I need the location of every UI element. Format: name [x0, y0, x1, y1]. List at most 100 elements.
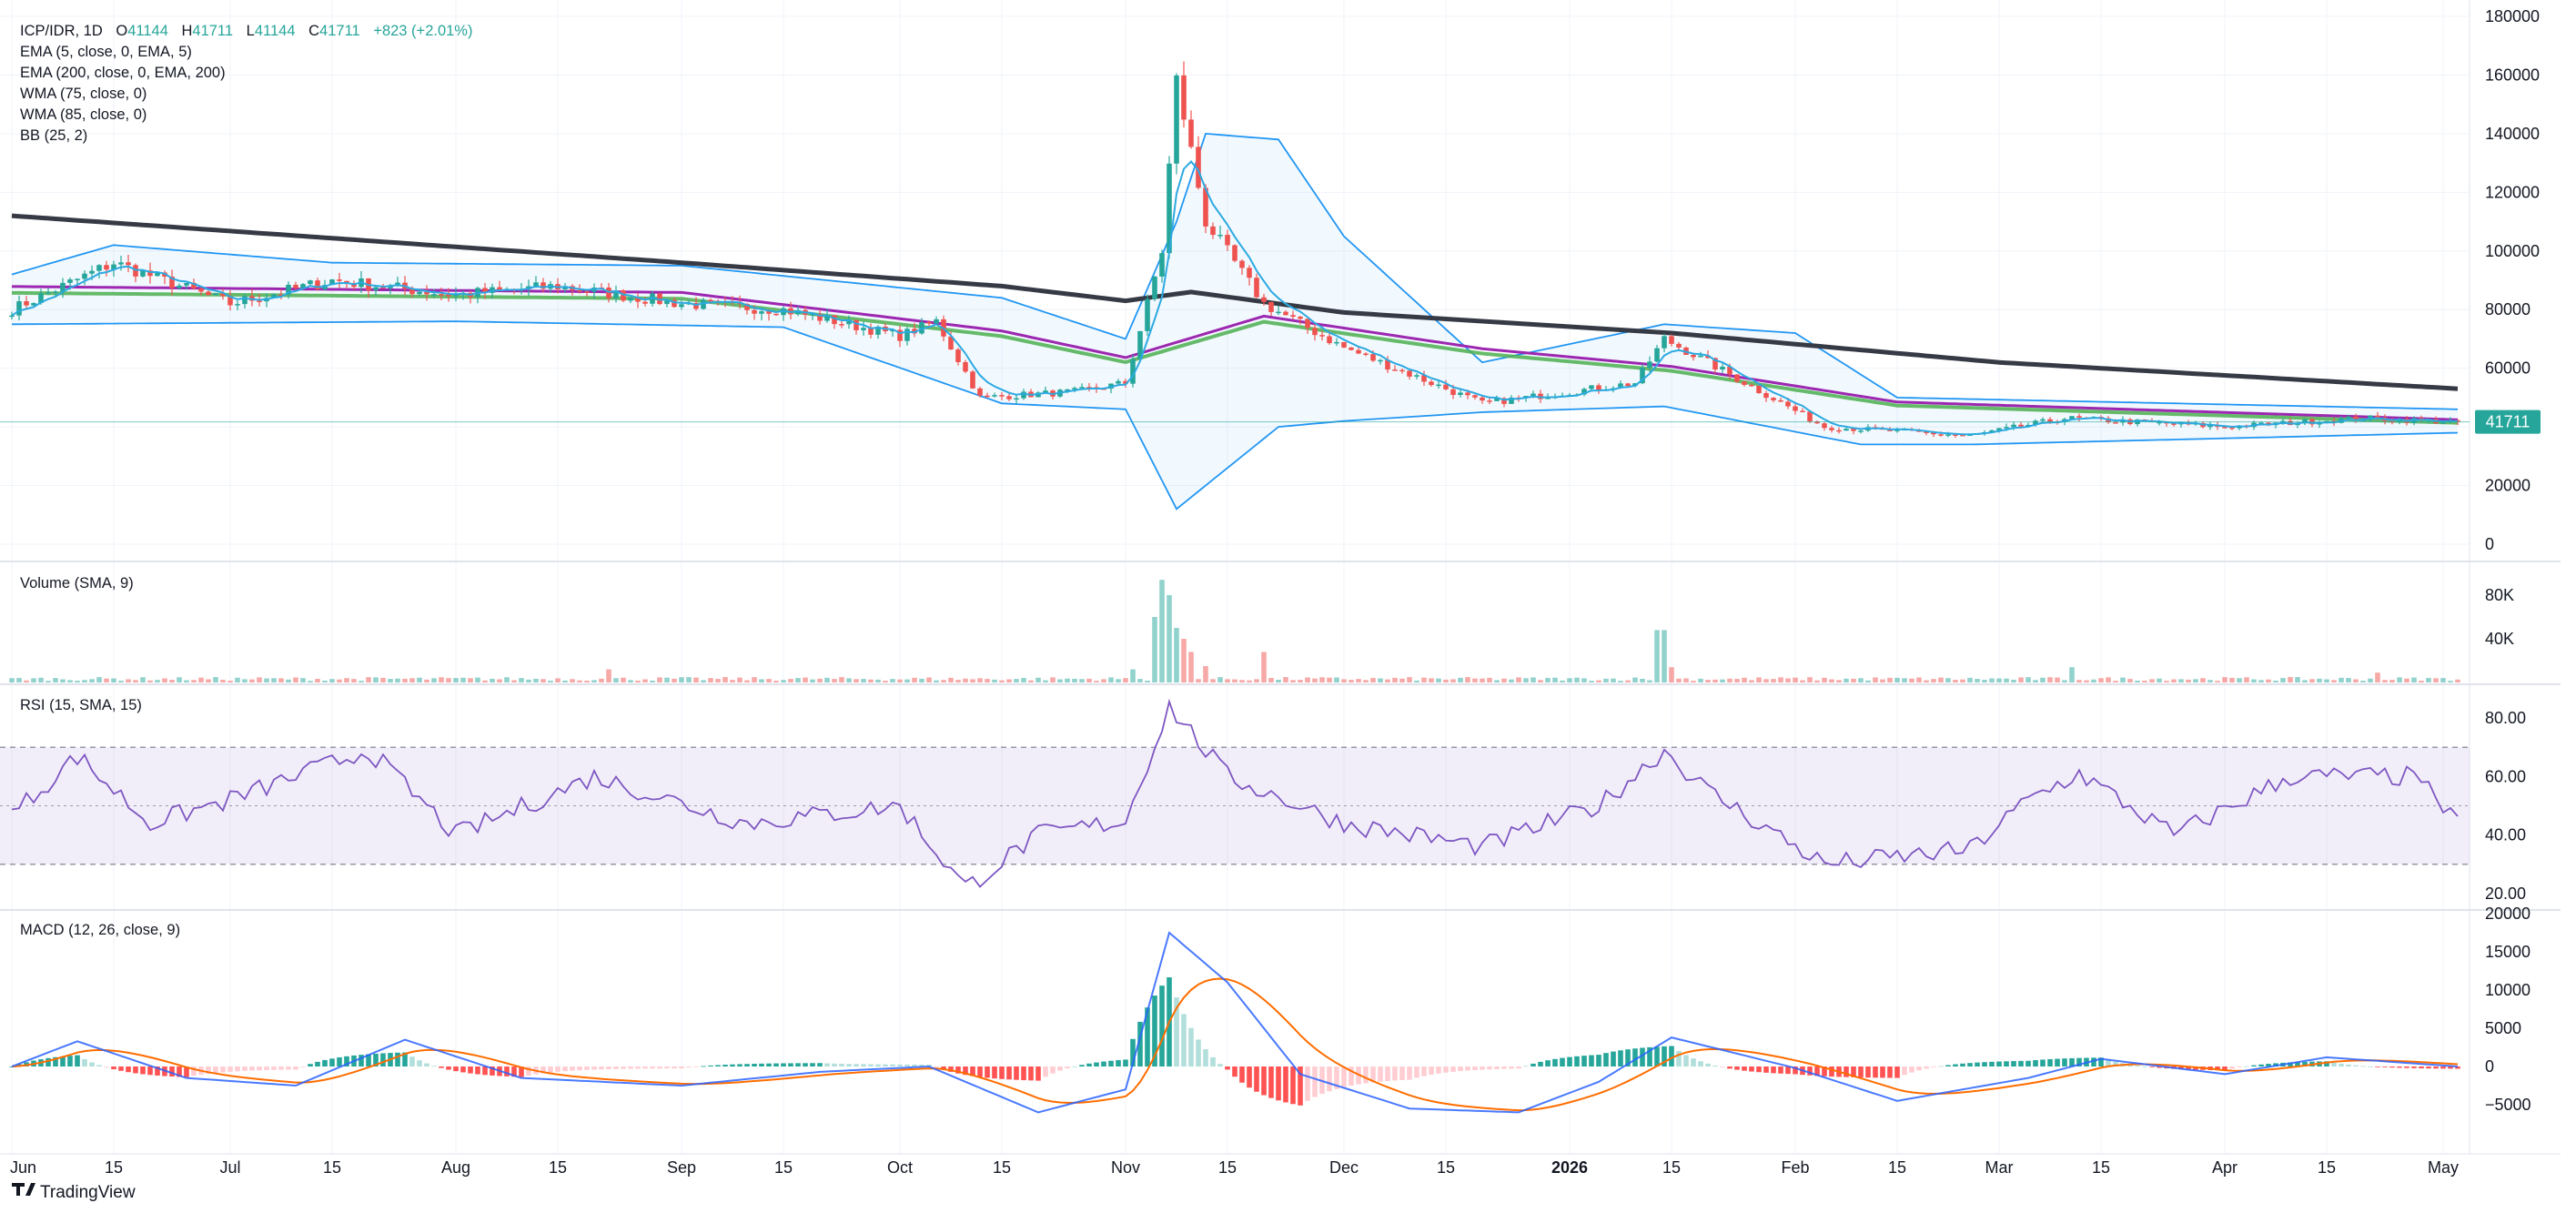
volume-bar: [810, 679, 815, 682]
volume-bar: [402, 678, 408, 682]
volume-bar: [839, 677, 844, 682]
volume-bar: [82, 680, 87, 682]
macd-hist-bar: [1035, 1066, 1041, 1081]
candle-body: [985, 395, 990, 398]
macd-hist-bar: [242, 1066, 247, 1071]
volume-bar: [118, 681, 124, 682]
macd-hist-bar: [759, 1063, 764, 1066]
legend-ema-200[interactable]: EMA (200, close, 0, EMA, 200): [20, 65, 226, 81]
macd-hist-bar: [1116, 1060, 1121, 1066]
volume-bar: [1567, 678, 1572, 682]
candle-body: [1625, 383, 1631, 387]
volume-bar: [2120, 677, 2126, 682]
macd-hist-bar: [2244, 1066, 2249, 1067]
macd-hist-bar: [126, 1066, 131, 1073]
tradingview-logo[interactable]: TradingView: [12, 1183, 136, 1202]
candle-body: [2069, 416, 2075, 419]
macd-hist-bar: [2295, 1062, 2300, 1066]
volume-bar: [766, 679, 772, 682]
candle-body: [1589, 385, 1594, 389]
macd-hist-bar: [2040, 1059, 2046, 1066]
candle-body: [380, 287, 386, 289]
volume-bar: [759, 679, 764, 682]
volume-bar: [60, 679, 66, 682]
candle-body: [395, 282, 400, 286]
legend-ema-5[interactable]: EMA (5, close, 0, EMA, 5): [20, 44, 192, 60]
candle-body: [1349, 347, 1354, 350]
volume-bar: [1902, 678, 1907, 682]
macd-pane[interactable]: [9, 931, 2460, 1114]
legend-wma-85[interactable]: WMA (85, close, 0): [20, 106, 146, 123]
macd-hist-bar: [1691, 1058, 1696, 1066]
time-tick-label: 15: [549, 1158, 567, 1177]
volume-bar: [140, 677, 146, 682]
volume-bar: [1443, 679, 1449, 682]
candle-body: [1647, 361, 1652, 369]
macd-hist-bar: [329, 1058, 335, 1066]
volume-bar: [293, 677, 298, 682]
candle-body: [409, 288, 415, 295]
macd-hist-bar: [60, 1056, 66, 1066]
volume-bar: [1276, 680, 1281, 682]
macd-hist-bar: [1028, 1066, 1034, 1081]
macd-hist-bar: [817, 1063, 823, 1066]
candle-body: [897, 329, 903, 341]
volume-bar: [1356, 679, 1361, 682]
macd-hist-bar: [744, 1064, 750, 1066]
macd-hist-bar: [1472, 1066, 1478, 1070]
macd-hist-bar: [1181, 1014, 1187, 1066]
volume-bar: [2266, 679, 2271, 682]
macd-hist-bar: [2055, 1058, 2060, 1066]
volume-bar: [1094, 681, 1099, 682]
volume-bar: [460, 677, 466, 682]
volume-bar: [1953, 680, 1958, 682]
volume-bar: [315, 679, 320, 682]
volume-pane[interactable]: [9, 580, 2460, 682]
macd-hist-bar: [854, 1064, 859, 1066]
volume-bar: [2025, 677, 2031, 682]
macd-title[interactable]: MACD (12, 26, close, 9): [20, 922, 180, 938]
macd-hist-bar: [264, 1066, 269, 1071]
volume-bar: [96, 677, 102, 682]
volume-bar: [2317, 678, 2322, 682]
macd-hist-bar: [1938, 1066, 1944, 1067]
volume-bar: [1865, 680, 1871, 682]
price-pane[interactable]: [0, 61, 2470, 510]
volume-bar: [497, 679, 502, 682]
macd-hist-bar: [1982, 1062, 1987, 1066]
close-label: C: [308, 23, 319, 39]
macd-hist-bar: [672, 1066, 677, 1069]
macd-hist-bar: [2106, 1059, 2111, 1066]
macd-hist-bar: [1516, 1066, 1521, 1069]
candle-body: [1814, 421, 1820, 424]
legend-bb[interactable]: BB (25, 2): [20, 127, 87, 144]
volume-bar: [817, 678, 823, 682]
volume-bar: [1763, 679, 1769, 682]
volume-bar: [155, 680, 160, 682]
macd-hist-bar: [2266, 1064, 2271, 1066]
macd-hist-bar: [2397, 1066, 2402, 1068]
macd-hist-bar: [737, 1064, 742, 1066]
volume-bar: [1385, 679, 1390, 682]
volume-bar: [526, 679, 531, 682]
macd-hist-bar: [781, 1063, 786, 1066]
rsi-pane[interactable]: [0, 698, 2470, 888]
candle-body: [934, 318, 939, 324]
macd-hist-bar: [1894, 1066, 1900, 1078]
volume-title[interactable]: Volume (SMA, 9): [20, 575, 134, 591]
candle-body: [977, 388, 983, 396]
macd-hist-bar: [1887, 1066, 1893, 1078]
volume-bar: [300, 678, 306, 682]
rsi-title[interactable]: RSI (15, SMA, 15): [20, 697, 142, 713]
volume-bar: [468, 678, 473, 682]
volume-bar: [1290, 680, 1296, 682]
candle-body: [621, 290, 626, 301]
volume-bar: [2055, 677, 2060, 682]
macd-hist-bar: [2448, 1066, 2453, 1069]
legend-wma-75[interactable]: WMA (75, close, 0): [20, 86, 146, 102]
macd-hist-bar: [1909, 1066, 1914, 1073]
macd-hist-bar: [868, 1064, 874, 1066]
macd-hist-bar: [249, 1066, 255, 1071]
volume-bar: [1108, 677, 1114, 682]
